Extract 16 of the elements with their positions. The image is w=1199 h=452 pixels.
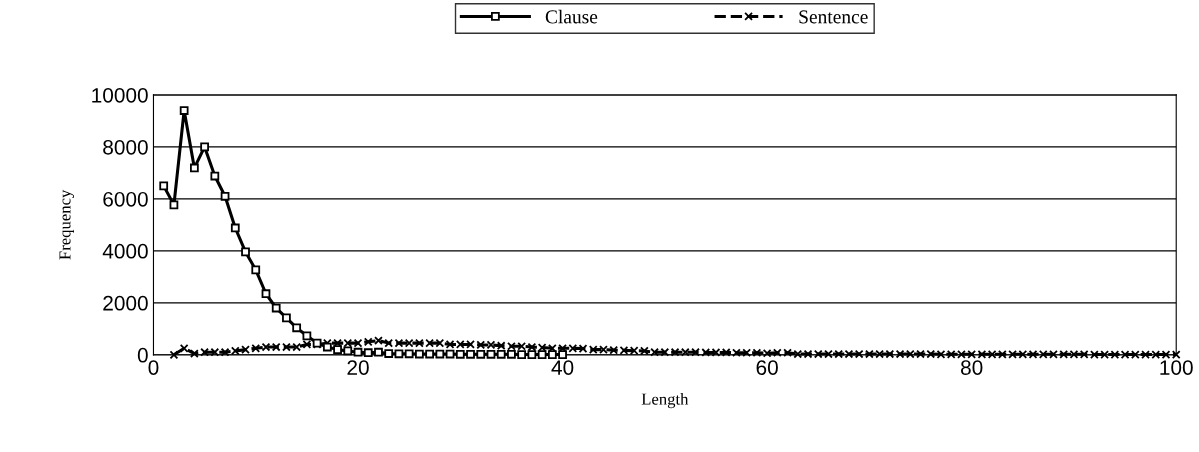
y-tick-label: 6000 [103, 191, 148, 207]
x-tick-label: 40 [551, 360, 574, 375]
y-tick-label: 10000 [92, 87, 148, 103]
y-tick-label: 2000 [103, 295, 148, 311]
x-tick-label: 80 [960, 360, 983, 375]
y-tick-label: 0 [137, 347, 148, 363]
y-tick-label: 4000 [102, 243, 148, 259]
x-tick-label: 0 [148, 360, 159, 375]
x-tick-label: 60 [756, 360, 778, 375]
y-tick-label: 8000 [103, 139, 148, 155]
x-axis-title: Length [641, 392, 689, 409]
legend-label: Clause [545, 9, 598, 24]
y-axis-title: Frequency [59, 189, 75, 260]
x-tick-label: 20 [347, 360, 369, 375]
legend-label: Sentence [799, 10, 868, 24]
x-tick-label: 100 [1160, 360, 1193, 375]
